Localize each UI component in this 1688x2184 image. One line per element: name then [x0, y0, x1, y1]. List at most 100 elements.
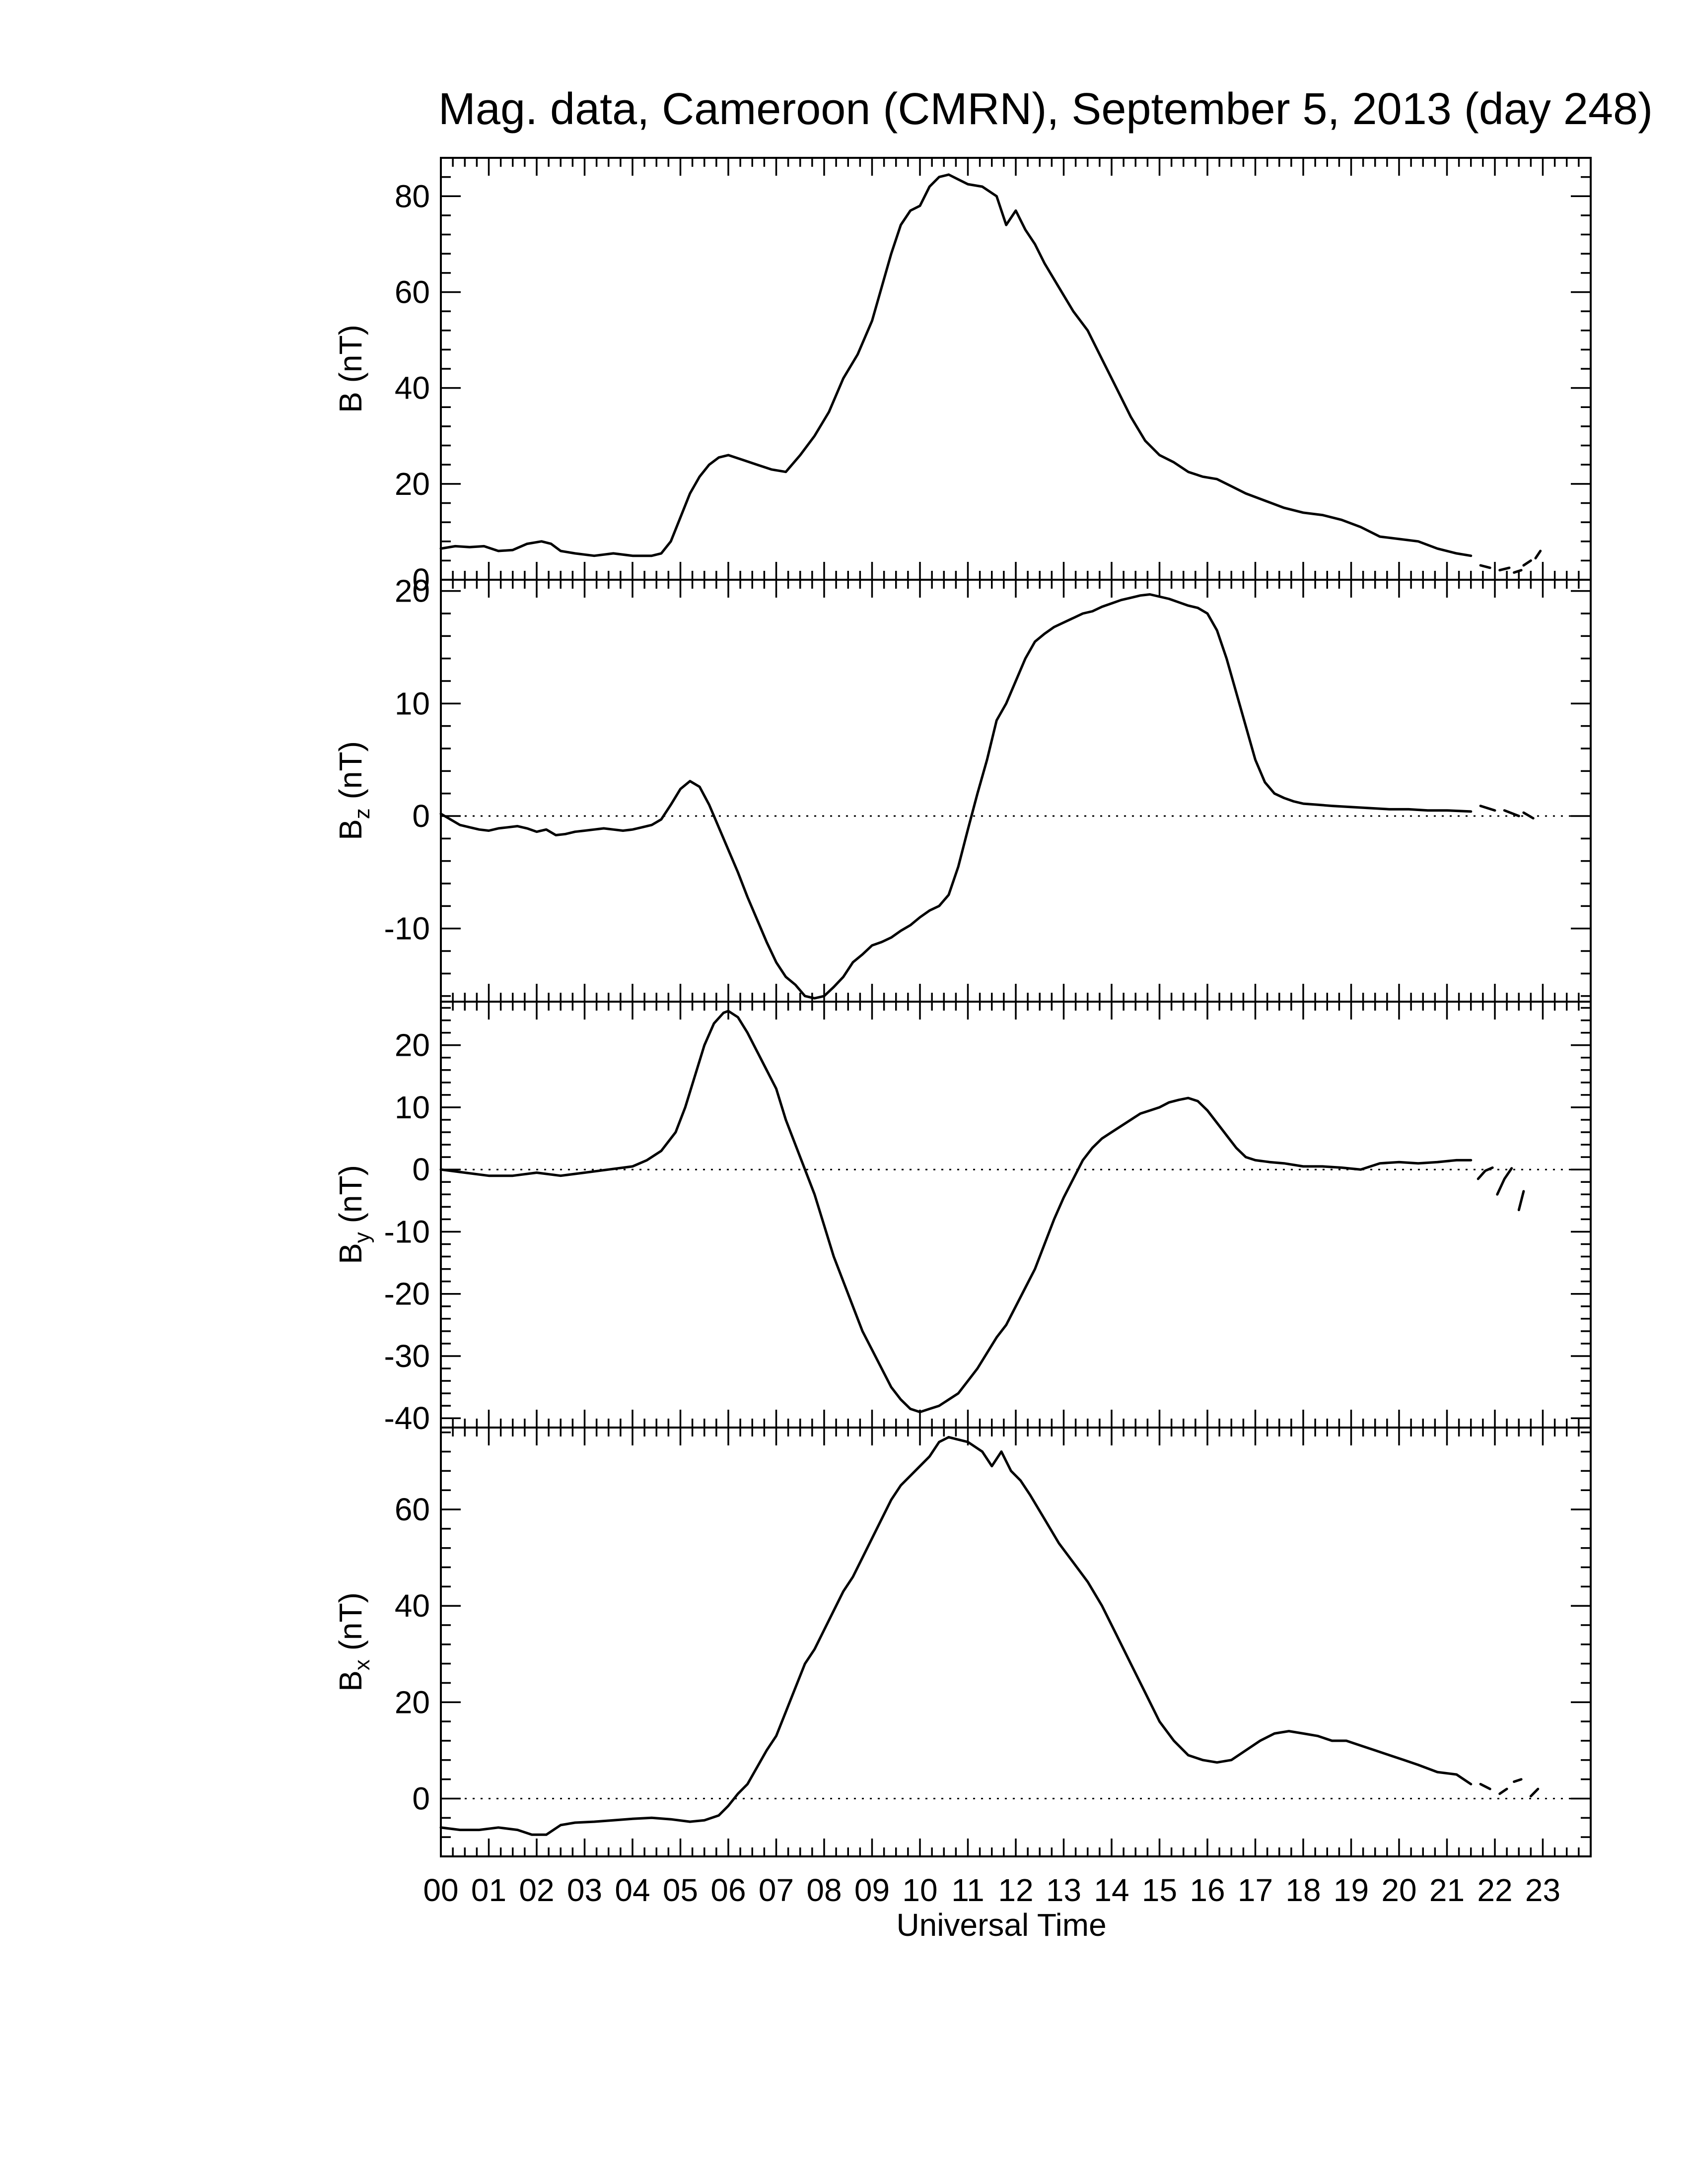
y-tick-label: -10	[384, 1214, 430, 1249]
chart-title: Mag. data, Cameroon (CMRN), September 5,…	[438, 84, 1653, 134]
y-axis-label: B (nT)	[333, 325, 368, 413]
y-tick-labels: 0 20 40 60	[395, 1492, 430, 1816]
x-tick-label: 02	[519, 1872, 554, 1908]
panel-b: 0 20 40 60 80 B (nT)	[333, 157, 1592, 598]
y-tick-label: 40	[395, 370, 430, 406]
series-line	[1513, 1778, 1523, 1783]
x-tick-label: 03	[567, 1872, 602, 1908]
y-tick-label: 20	[395, 1027, 430, 1063]
panel-frame	[440, 579, 1592, 1003]
series-line	[1522, 811, 1535, 819]
panel-frame	[440, 1427, 1592, 1857]
y-axis-label: Bx (nT)	[333, 1592, 374, 1692]
y-axis-label-unit: (nT)	[333, 1592, 368, 1659]
x-tick-label: 11	[951, 1872, 984, 1908]
x-ticks	[440, 1002, 1592, 1428]
x-tick-label: 23	[1525, 1872, 1560, 1908]
y-tick-label: 10	[395, 685, 430, 721]
x-tick-label: 04	[615, 1872, 650, 1908]
y-tick-label: 20	[395, 466, 430, 502]
y-tick-label: 0	[412, 562, 430, 598]
x-tick-label: 21	[1429, 1872, 1465, 1908]
x-axis: 00 01 02 03 04 05 06 07 08 09 10 11 12 13 14 15 16 17 18 19…	[423, 1872, 1560, 1908]
x-ticks	[440, 580, 1592, 1002]
y-axis-label-subscript: z	[350, 808, 374, 819]
x-axis-title: Universal Time	[896, 1907, 1106, 1943]
x-tick-label: 13	[1046, 1872, 1081, 1908]
y-ticks	[441, 1007, 1591, 1419]
y-axis-label-main: B	[333, 1243, 368, 1264]
series-bz	[439, 593, 1535, 1000]
y-axis-label: Bz (nT)	[333, 741, 374, 840]
y-tick-label: -30	[384, 1338, 430, 1374]
panel-by: -40 -30 -20 -10 0 10 20 By (nT)	[333, 1001, 1592, 1436]
x-tick-label: 05	[663, 1872, 698, 1908]
x-tick-label: 22	[1477, 1872, 1512, 1908]
y-axis-label-main: B	[333, 1670, 368, 1692]
y-tick-labels: -10 0 10 20	[384, 573, 430, 947]
x-tick-label: 17	[1238, 1872, 1273, 1908]
x-tick-label: 12	[998, 1872, 1033, 1908]
y-tick-label: -10	[384, 911, 430, 947]
series-line	[1498, 566, 1511, 572]
series-line	[1479, 564, 1491, 569]
x-ticks	[440, 158, 1592, 580]
series-line	[1529, 1787, 1540, 1798]
panel-frame	[440, 1001, 1592, 1429]
x-ticks	[440, 1428, 1592, 1856]
x-tick-label: 08	[806, 1872, 842, 1908]
x-tick-label: 10	[902, 1872, 937, 1908]
y-tick-label: 20	[395, 1684, 430, 1720]
series-line	[1513, 569, 1523, 574]
y-axis-label-main: B	[333, 819, 368, 840]
x-tick-label: 14	[1094, 1872, 1129, 1908]
y-tick-label: -40	[384, 1400, 430, 1436]
x-tick-label: 19	[1334, 1872, 1369, 1908]
x-tick-label: 16	[1190, 1872, 1225, 1908]
series-line	[439, 173, 1473, 557]
panel-bx: 0 20 40 60 Bx (nT)	[333, 1427, 1592, 1857]
x-tick-label: 18	[1285, 1872, 1321, 1908]
y-axis-label-unit: (nT)	[333, 325, 368, 392]
y-axis-label-subscript: y	[350, 1232, 374, 1243]
y-axis-label-unit: (nT)	[333, 741, 368, 808]
panel-frame	[440, 157, 1592, 581]
y-tick-label: 60	[395, 1492, 430, 1527]
y-tick-label: 20	[395, 573, 430, 609]
panel-bz: -10 0 10 20 Bz (nT)	[333, 573, 1592, 1003]
y-tick-labels: -40 -30 -20 -10 0 10 20	[384, 1027, 430, 1436]
series-line	[1522, 559, 1532, 567]
y-tick-label: 40	[395, 1588, 430, 1624]
y-tick-label: 0	[412, 1152, 430, 1187]
series-line	[1479, 1782, 1491, 1790]
y-axis-label: By (nT)	[333, 1165, 374, 1264]
x-tick-label: 07	[759, 1872, 794, 1908]
x-tick-label: 00	[423, 1872, 458, 1908]
y-axis-label-unit: (nT)	[333, 1165, 368, 1232]
x-tick-label: 01	[471, 1872, 506, 1908]
y-axis-label-subscript: x	[350, 1659, 374, 1670]
series-line	[1498, 1787, 1508, 1795]
series-line	[1534, 549, 1542, 559]
y-tick-label: 10	[395, 1090, 430, 1125]
y-tick-labels: 0 20 40 60 80	[395, 178, 430, 598]
series-line	[439, 593, 1473, 1000]
y-tick-label: -20	[384, 1276, 430, 1312]
y-tick-label: 60	[395, 274, 430, 310]
y-tick-label: 0	[412, 1781, 430, 1817]
y-ticks	[441, 1431, 1591, 1857]
x-tick-label: 09	[854, 1872, 890, 1908]
series-line	[1503, 809, 1520, 818]
series-line	[439, 1010, 1473, 1414]
series-bx	[439, 1435, 1540, 1836]
series-line	[439, 1435, 1473, 1836]
y-tick-label: 80	[395, 178, 430, 214]
series-line	[1479, 805, 1496, 812]
series-b	[439, 173, 1542, 574]
series-line	[1477, 1166, 1494, 1180]
y-ticks	[441, 157, 1591, 581]
y-ticks	[441, 590, 1591, 997]
